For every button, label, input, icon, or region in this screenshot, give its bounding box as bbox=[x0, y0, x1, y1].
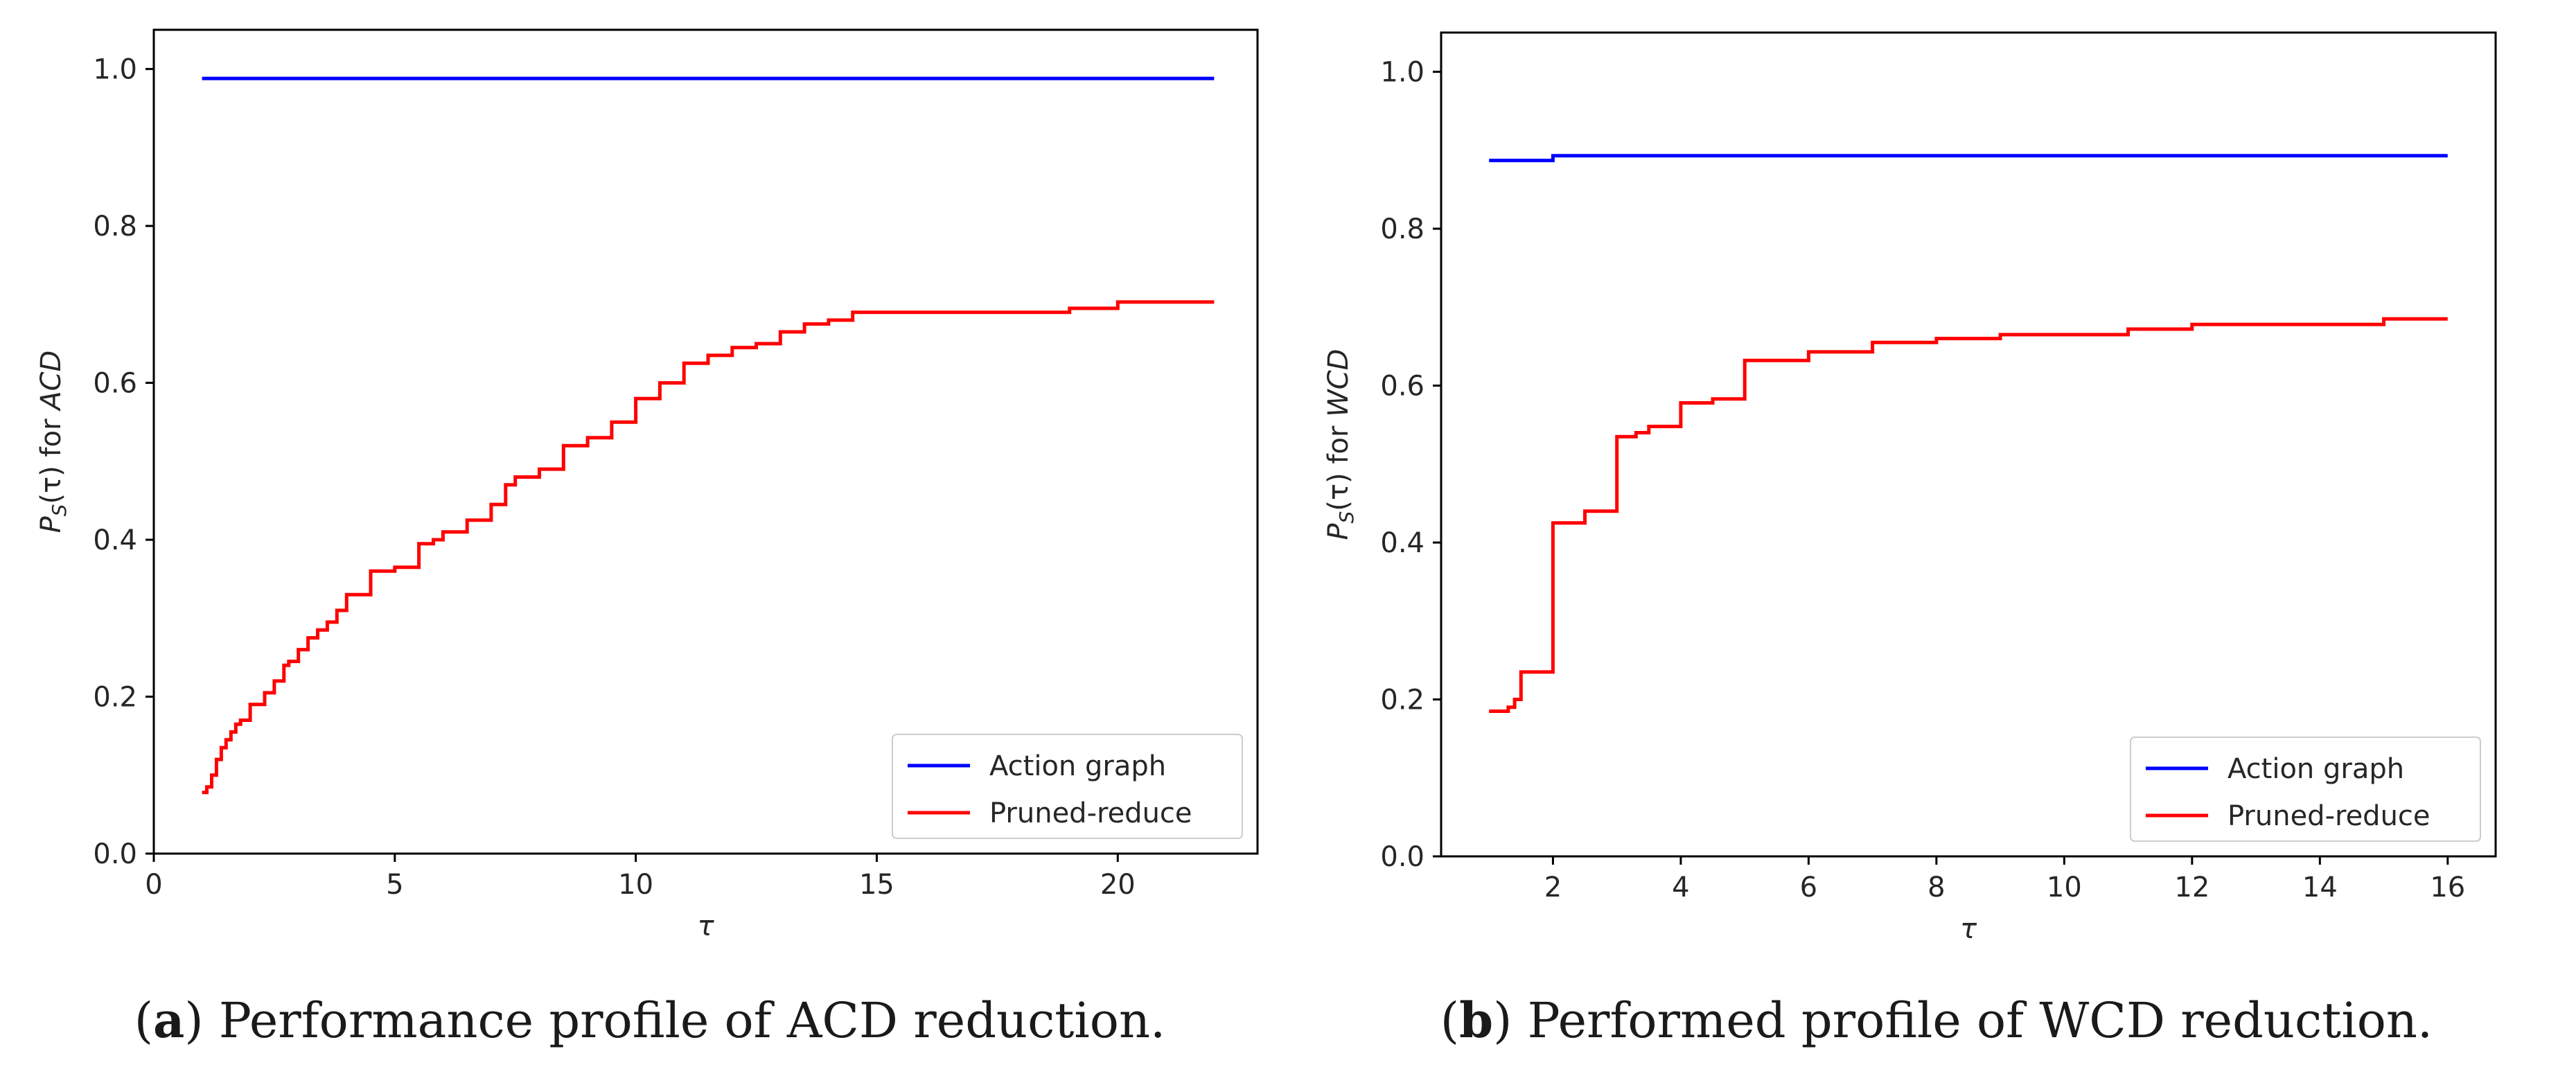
caption-close-paren: ) bbox=[184, 992, 219, 1049]
legend-label-pruned-reduce: Pruned-reduce bbox=[989, 797, 1192, 829]
legend: Action graph Pruned-reduce bbox=[892, 734, 1243, 839]
y-axis-label-metric: ACD bbox=[35, 351, 67, 412]
plot-frame bbox=[1440, 31, 2497, 858]
x-tick-label: 0 bbox=[145, 869, 162, 901]
y-axis-label-middle: (τ) for bbox=[1323, 417, 1355, 511]
legend-label-pruned-reduce: Pruned-reduce bbox=[2227, 800, 2431, 832]
series-line-pruned-reduce bbox=[202, 300, 1215, 795]
x-tick-label: 8 bbox=[1927, 872, 1945, 903]
legend-label-action-graph: Action graph bbox=[989, 750, 1166, 782]
x-tick-label: 15 bbox=[859, 869, 894, 901]
y-tick-label: 0.2 bbox=[93, 682, 137, 714]
y-axis-label-metric: WCD bbox=[1323, 349, 1355, 417]
caption-panel-label: b bbox=[1459, 991, 1493, 1049]
x-axis-label: τ bbox=[697, 910, 714, 942]
y-tick-label: 0.0 bbox=[93, 838, 137, 870]
x-tick-label: 5 bbox=[386, 869, 403, 901]
y-tick-label: 0.6 bbox=[1380, 371, 1424, 403]
caption-panel-label: a bbox=[153, 991, 184, 1049]
y-tick-label: 0.2 bbox=[1380, 685, 1424, 716]
x-tick-label: 20 bbox=[1100, 869, 1136, 901]
y-axis-label: PS(τ) for ACD bbox=[35, 351, 71, 533]
legend-box bbox=[2130, 737, 2481, 842]
caption: (b) Performed profile of WCD reduction. bbox=[1440, 991, 2433, 1049]
chart-panel-a: 0 5 10 15 20 0.0 0.2 0.4 0.6 0.8 1.0 τ PS(τ) for A… bbox=[35, 28, 1259, 1049]
x-tick-label: 16 bbox=[2430, 872, 2465, 903]
legend: Action graph Pruned-reduce bbox=[2130, 737, 2481, 842]
y-tick-label: 0.8 bbox=[93, 211, 137, 242]
y-axis-label-subscript: S bbox=[1335, 511, 1358, 524]
y-tick-label: 0.0 bbox=[1380, 841, 1424, 873]
caption-open-paren: ( bbox=[1440, 992, 1459, 1049]
caption-close-paren: ) bbox=[1493, 992, 1528, 1049]
y-tick-label: 1.0 bbox=[1380, 57, 1424, 89]
x-tick-label: 2 bbox=[1544, 872, 1562, 903]
x-tick-label: 4 bbox=[1672, 872, 1689, 903]
x-axis-label: τ bbox=[1960, 913, 1977, 945]
y-axis-label-middle: (τ) for bbox=[35, 410, 67, 504]
caption-text: Performed profile of WCD reduction. bbox=[1528, 992, 2433, 1049]
legend-box bbox=[892, 734, 1243, 839]
x-tick-label: 6 bbox=[1800, 872, 1817, 903]
caption-text: Performance profile of ACD reduction. bbox=[219, 992, 1165, 1049]
y-axis-label-subscript: S bbox=[48, 504, 71, 516]
plot-frame bbox=[152, 28, 1259, 855]
y-tick-label: 0.4 bbox=[93, 524, 137, 556]
y-tick-label: 0.8 bbox=[1380, 213, 1424, 245]
x-tick-label: 14 bbox=[2302, 872, 2338, 903]
series-line-action-graph bbox=[1489, 154, 2448, 163]
y-axis-label-prefix: P bbox=[35, 515, 67, 533]
x-tick-label: 10 bbox=[618, 869, 653, 901]
chart-panel-b: 2 4 6 8 10 12 14 16 0.0 0.2 0.4 0.6 0.8 1.0 τ PS(τ) f… bbox=[1323, 31, 2497, 1049]
caption-open-paren: ( bbox=[134, 992, 153, 1049]
y-axis-label: PS(τ) for WCD bbox=[1323, 349, 1358, 540]
series-line-pruned-reduce bbox=[1489, 317, 2448, 713]
y-tick-label: 0.6 bbox=[93, 368, 137, 400]
x-tick-label: 10 bbox=[2047, 872, 2082, 903]
y-tick-label: 0.4 bbox=[1380, 527, 1424, 559]
caption: (a) Performance profile of ACD reduction… bbox=[134, 991, 1166, 1049]
x-tick-label: 12 bbox=[2174, 872, 2209, 903]
y-axis-label-prefix: P bbox=[1323, 522, 1355, 540]
y-tick-label: 1.0 bbox=[93, 54, 137, 86]
legend-label-action-graph: Action graph bbox=[2227, 753, 2404, 785]
